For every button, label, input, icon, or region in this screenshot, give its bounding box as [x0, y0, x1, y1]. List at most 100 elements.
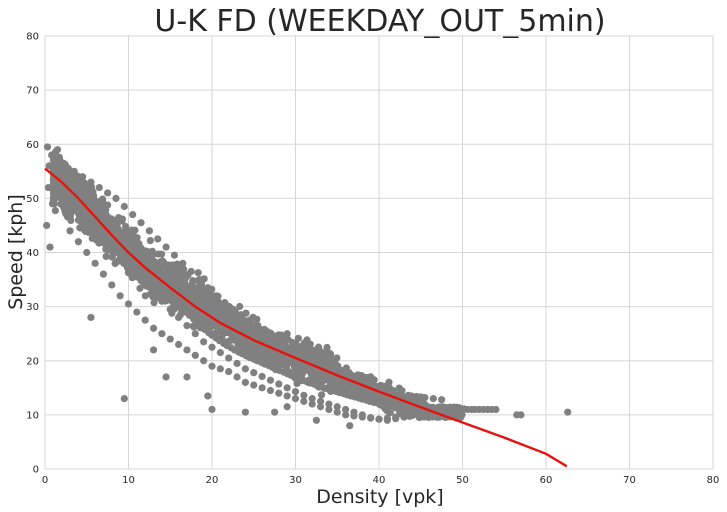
scatter-point — [400, 411, 408, 419]
scatter-point — [282, 359, 290, 367]
scatter-point — [99, 232, 108, 240]
scatter-point — [317, 391, 326, 399]
scatter-point — [408, 411, 416, 419]
scatter-point — [317, 376, 325, 385]
scatter-point — [141, 281, 149, 289]
y-tick-label: 10 — [26, 410, 39, 421]
scatter-point — [325, 405, 333, 414]
scatter-point — [492, 405, 500, 414]
scatter-point — [258, 384, 266, 392]
x-axis-label: Density [vpk] — [316, 486, 443, 508]
scatter-point — [133, 273, 141, 281]
scatter-point — [208, 343, 216, 351]
scatter-point — [314, 343, 323, 351]
scatter-point — [175, 340, 183, 349]
scatter-point — [387, 388, 396, 396]
scatter-point — [312, 356, 320, 364]
y-tick-label: 60 — [26, 140, 39, 151]
scatter-point — [308, 371, 316, 380]
scatter-point — [197, 285, 206, 293]
scatter-point — [102, 252, 110, 261]
scatter-point — [225, 354, 233, 362]
scatter-point — [294, 334, 302, 342]
scatter-point — [271, 408, 279, 416]
scatter-point — [308, 395, 316, 403]
scatter-point — [195, 310, 203, 318]
scatter-point — [362, 379, 371, 387]
plot-area — [43, 35, 714, 470]
scatter-point — [126, 230, 134, 238]
scatter-point — [250, 381, 258, 389]
scatter-point — [304, 352, 312, 361]
y-axis-label: Speed [kph] — [5, 194, 27, 310]
scatter-point — [115, 215, 123, 224]
scatter-point — [148, 251, 156, 260]
scatter-point — [77, 218, 86, 226]
scatter-point — [146, 237, 154, 245]
scatter-point — [204, 290, 212, 298]
scatter-point — [169, 261, 178, 269]
scatter-point — [236, 302, 244, 311]
scatter-point — [62, 162, 70, 170]
scatter-point — [83, 211, 91, 219]
scatter-point — [216, 365, 224, 373]
scatter-point — [95, 204, 103, 212]
fitted-curve-line — [44, 167, 568, 468]
scatter-point — [66, 210, 74, 218]
scatter-point — [312, 416, 320, 424]
scatter-point — [66, 227, 74, 235]
scatter-point — [254, 321, 262, 330]
scatter-point — [208, 405, 216, 414]
scatter-point — [91, 221, 99, 230]
scatter-point — [386, 408, 394, 417]
x-tick-label: 40 — [373, 475, 386, 486]
scatter-point — [158, 330, 166, 338]
scatter-point — [183, 373, 191, 381]
scatter-point — [83, 248, 91, 257]
y-tick-label: 30 — [26, 302, 39, 313]
scatter-point — [333, 381, 342, 390]
scatter-point — [50, 181, 58, 189]
scatter-point — [44, 183, 52, 192]
y-tick-label: 0 — [33, 465, 39, 476]
scatter-point — [70, 167, 78, 175]
scatter-point — [564, 408, 572, 416]
scatter-point — [135, 266, 144, 275]
scatter-point — [245, 316, 254, 324]
scatter-point — [367, 414, 375, 422]
scatter-point — [275, 389, 283, 397]
scatter-point — [517, 411, 525, 419]
scatter-point — [321, 360, 329, 368]
scatter-point — [191, 330, 199, 338]
scatter-point — [104, 189, 112, 197]
scatter-point — [316, 403, 325, 411]
scatter-point — [78, 173, 87, 181]
scatter-point — [103, 213, 111, 221]
scatter-point — [361, 373, 369, 382]
scatter-point — [253, 315, 261, 323]
scatter-point — [43, 143, 52, 151]
scatter-point — [162, 373, 170, 381]
scatter-point — [450, 406, 458, 415]
scatter-point — [216, 349, 224, 357]
x-tick-label: 50 — [456, 475, 469, 486]
chart-title: U-K FD (WEEKDAY_OUT_5min) — [154, 4, 605, 39]
scatter-point — [412, 392, 421, 401]
scatter-point — [287, 343, 295, 351]
scatter-point — [262, 327, 270, 335]
scatter-point — [174, 266, 182, 274]
scatter-point — [184, 291, 192, 300]
scatter-point — [154, 235, 162, 243]
scatter-point — [404, 391, 412, 399]
scatter-point — [100, 239, 108, 247]
scatter-point — [271, 332, 279, 340]
scatter-point — [295, 343, 303, 351]
scatter-point — [316, 397, 325, 405]
scatter-point — [124, 300, 133, 308]
scatter-point — [110, 222, 118, 231]
scatter-point — [166, 335, 174, 343]
scatter-point — [141, 316, 149, 324]
scatter-point — [208, 362, 216, 370]
y-tick-label: 80 — [26, 32, 39, 43]
scatter-point — [108, 243, 116, 251]
